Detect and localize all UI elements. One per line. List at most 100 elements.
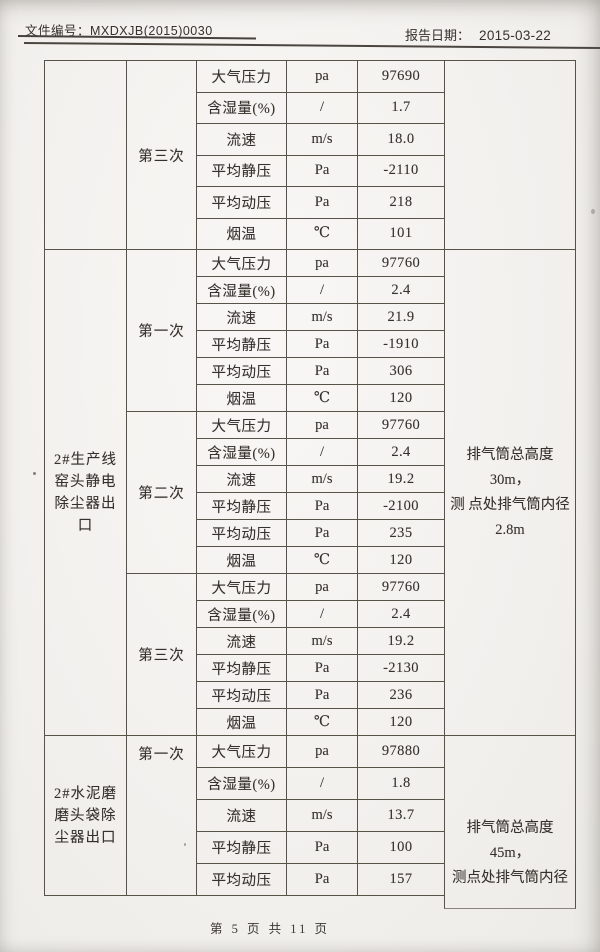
value-cell: 120 bbox=[357, 384, 445, 412]
location-cell bbox=[44, 60, 127, 250]
unit-cell: Pa bbox=[286, 519, 358, 547]
unit-cell: pa bbox=[286, 249, 358, 277]
param-cell: 平均静压 bbox=[196, 831, 287, 864]
param-cell: 烟温 bbox=[196, 546, 287, 574]
value-cell: 97760 bbox=[357, 249, 445, 277]
table-row: 平均动压 Pa 157 bbox=[45, 863, 576, 896]
value-cell: 2.4 bbox=[357, 276, 445, 304]
unit-cell: m/s bbox=[286, 465, 358, 493]
table-row: 烟温 ℃ 120 bbox=[45, 708, 576, 736]
param-cell: 平均静压 bbox=[196, 492, 287, 520]
table-row: 流速 m/s 19.2 bbox=[45, 627, 576, 655]
param-cell: 烟温 bbox=[196, 384, 287, 412]
text-line: 2.8m bbox=[495, 521, 525, 538]
param-cell: 平均静压 bbox=[196, 330, 287, 358]
unit-cell: Pa bbox=[286, 863, 358, 896]
value-cell: 13.7 bbox=[357, 799, 445, 832]
param-cell: 大气压力 bbox=[196, 573, 287, 601]
unit-cell: Pa bbox=[286, 654, 358, 682]
value-cell: 18.0 bbox=[357, 123, 445, 156]
param-cell: 大气压力 bbox=[196, 60, 287, 93]
note-cell: 排气筒总高度 45m， 测点处排气筒内径 bbox=[444, 735, 576, 896]
location-cell: 2#水泥磨 磨头袋除 尘器出口 bbox=[44, 735, 127, 896]
unit-cell: Pa bbox=[286, 330, 358, 358]
value-cell: 218 bbox=[357, 186, 445, 219]
value-cell: 100 bbox=[357, 831, 445, 864]
unit-cell: / bbox=[286, 438, 358, 466]
value-cell: 97880 bbox=[357, 735, 445, 768]
value-cell: 235 bbox=[357, 519, 445, 547]
unit-cell: m/s bbox=[286, 123, 358, 156]
round-cell: 第一次 bbox=[126, 735, 197, 896]
unit-cell: m/s bbox=[286, 303, 358, 331]
unit-cell: m/s bbox=[286, 627, 358, 655]
value-cell: 1.7 bbox=[357, 91, 445, 124]
value-cell: 19.2 bbox=[357, 465, 445, 493]
scan-speck bbox=[591, 209, 595, 214]
table-row: 平均动压 Pa 218 bbox=[45, 186, 576, 219]
table-row: 含湿量(%)/2.4 bbox=[45, 276, 576, 304]
param-cell: 流速 bbox=[196, 627, 287, 655]
table-row: 2#生产线 窑头静电 除尘器出口第一次 大气压力 pa 97760 排气筒总高度 30m，测… bbox=[44, 249, 576, 736]
scan-speck bbox=[33, 472, 36, 475]
note-cell: 排气筒总高度 30m， 测 点处排气筒内径 2.8m bbox=[444, 249, 576, 736]
param-cell: 平均静压 bbox=[196, 654, 287, 682]
note-cell bbox=[444, 60, 576, 250]
round-cell: 第二次 bbox=[126, 411, 197, 574]
unit-cell: pa bbox=[286, 411, 358, 439]
value-cell: 157 bbox=[357, 863, 445, 896]
round-cell: 第三次 bbox=[126, 573, 197, 736]
text-line: 除尘器出 bbox=[54, 495, 117, 512]
unit-cell: / bbox=[286, 767, 358, 800]
table-row: 含湿量(%)/1.7 bbox=[45, 91, 576, 124]
param-cell: 平均动压 bbox=[196, 681, 287, 709]
unit-cell: Pa bbox=[286, 154, 358, 187]
unit-cell: Pa bbox=[286, 357, 358, 385]
unit-cell: Pa bbox=[286, 681, 358, 709]
table-row: 烟温 ℃ 101 bbox=[45, 217, 576, 250]
text-line: 窑头静电 bbox=[54, 473, 117, 490]
param-cell: 平均动压 bbox=[196, 519, 287, 547]
param-cell: 含湿量(%) bbox=[196, 276, 287, 304]
report-date: 报告日期： 2015-03-22 bbox=[405, 25, 551, 44]
unit-cell: / bbox=[286, 91, 358, 124]
unit-cell: Pa bbox=[286, 831, 358, 864]
unit-cell: Pa bbox=[286, 186, 358, 219]
value-cell: 2.4 bbox=[357, 438, 445, 466]
unit-cell: pa bbox=[286, 735, 358, 768]
value-cell: 97760 bbox=[357, 573, 445, 601]
param-cell: 烟温 bbox=[196, 708, 287, 736]
measurement-table-body: 第三次 大气压力 pa 97690 含湿量(%)/1.7 流速 m/s 18.0 平均静压 Pa -… bbox=[44, 60, 576, 896]
value-cell: 101 bbox=[357, 217, 445, 250]
param-cell: 流速 bbox=[196, 303, 287, 331]
text-line: 2#生产线 bbox=[54, 451, 117, 468]
round-cell: 第一次 bbox=[126, 249, 197, 412]
value-cell: -2130 bbox=[357, 654, 445, 682]
param-cell: 平均动压 bbox=[196, 357, 287, 385]
unit-cell: ℃ bbox=[286, 708, 358, 736]
table-row: 第三次 大气压力 pa 97690 bbox=[44, 60, 576, 250]
table-row: 含湿量(%)/1.8 bbox=[45, 767, 576, 800]
scan-speck bbox=[184, 843, 186, 846]
param-cell: 大气压力 bbox=[196, 735, 287, 768]
text-line: 口 bbox=[77, 517, 94, 534]
param-cell: 含湿量(%) bbox=[196, 600, 287, 628]
measurement-table: 第三次 大气压力 pa 97690 含湿量(%)/1.7 流速 m/s 18.0 平均静压 Pa -… bbox=[44, 60, 576, 896]
text-line: 测 点处排气筒内径 bbox=[450, 496, 570, 513]
table-row: 流速 m/s 13.7 bbox=[45, 799, 576, 832]
table-row: 含湿量(%)/2.4 bbox=[45, 438, 576, 466]
unit-cell: ℃ bbox=[286, 546, 358, 574]
table-row: 流速 m/s 21.9 bbox=[45, 303, 576, 331]
unit-cell: / bbox=[286, 276, 358, 304]
note-cell-extension bbox=[444, 894, 576, 909]
table-row: 平均动压 Pa 236 bbox=[45, 681, 576, 709]
param-cell: 含湿量(%) bbox=[196, 438, 287, 466]
unit-cell: pa bbox=[286, 573, 358, 601]
value-cell: 236 bbox=[357, 681, 445, 709]
table-row: 流速 m/s 18.0 bbox=[45, 123, 576, 156]
unit-cell: pa bbox=[286, 60, 358, 93]
report-date-value: 2015-03-22 bbox=[479, 28, 552, 43]
param-cell: 含湿量(%) bbox=[196, 91, 287, 124]
value-cell: -2100 bbox=[357, 492, 445, 520]
table-row: 平均动压 Pa 306 bbox=[45, 357, 576, 385]
